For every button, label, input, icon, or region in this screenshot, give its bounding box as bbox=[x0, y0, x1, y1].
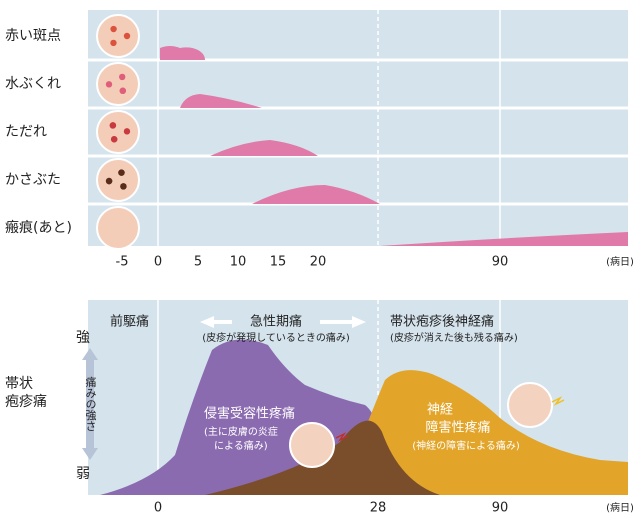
skin-spot bbox=[118, 169, 125, 176]
skin-spot bbox=[110, 39, 117, 47]
skin-spot bbox=[119, 87, 126, 95]
x-unit: (病日) bbox=[606, 255, 634, 268]
skin-spot bbox=[109, 122, 117, 129]
row-label: かさぶた bbox=[5, 172, 61, 188]
axis-label: 痛みの強さ bbox=[84, 375, 97, 431]
x-tick-label: 0 bbox=[154, 255, 162, 270]
row-label: 赤い斑点 bbox=[5, 28, 61, 44]
skin-icon bbox=[289, 422, 335, 468]
neuropathic-note: (神経の障害による痛み) bbox=[412, 439, 520, 452]
skin-icon bbox=[96, 110, 140, 154]
skin-icon bbox=[96, 158, 140, 202]
phase-note: (皮疹が発現しているときの痛み) bbox=[202, 331, 350, 344]
weak-label: 弱 bbox=[76, 466, 90, 482]
skin-spot bbox=[110, 25, 117, 33]
skin-spot bbox=[123, 32, 131, 40]
phase-shape bbox=[180, 94, 262, 108]
neuropathic-title: 神経 bbox=[427, 403, 453, 418]
phase-shape bbox=[210, 140, 318, 156]
skin-icon bbox=[96, 62, 140, 106]
x-tick-label: 28 bbox=[370, 501, 387, 516]
side-label: 疱疹痛 bbox=[5, 393, 47, 410]
side-label: 帯状 bbox=[5, 376, 33, 392]
skin-spot bbox=[123, 128, 131, 135]
x-tick-label: 90 bbox=[492, 255, 509, 270]
skin-spot bbox=[105, 81, 113, 88]
skin-icon bbox=[96, 14, 140, 58]
x-tick-label: 90 bbox=[492, 501, 509, 516]
x-tick-label: 10 bbox=[230, 255, 247, 270]
skin-spot bbox=[105, 177, 113, 185]
skin-icon bbox=[96, 206, 140, 250]
pain-spark bbox=[335, 432, 349, 442]
x-tick-label: 20 bbox=[310, 255, 327, 270]
panel-bg bbox=[88, 10, 628, 246]
row-label: 瘢痕(あと) bbox=[5, 219, 72, 236]
neuropathic-area bbox=[340, 370, 628, 495]
pain-spark bbox=[551, 396, 565, 406]
phase-title: 帯状疱疹後神経痛 bbox=[390, 314, 494, 330]
phase-title: 前駆痛 bbox=[110, 314, 149, 330]
arrow bbox=[320, 316, 366, 328]
x-tick-label: 0 bbox=[154, 501, 162, 516]
neuropathic-title: 障害性疼痛 bbox=[425, 420, 490, 436]
x-unit: (病日) bbox=[606, 501, 634, 514]
arrow bbox=[200, 316, 232, 328]
nociceptive-title: 侵害受容性疼痛 bbox=[204, 406, 295, 422]
x-tick-label: 15 bbox=[270, 255, 287, 270]
phase-title: 急性期痛 bbox=[250, 314, 302, 330]
phase-shape bbox=[380, 232, 628, 246]
strong-label: 強 bbox=[76, 330, 90, 346]
bottom-panel bbox=[82, 300, 628, 495]
skin-spot bbox=[119, 73, 126, 81]
skin-icon bbox=[507, 382, 553, 428]
x-tick-label: 5 bbox=[194, 255, 202, 270]
phase-shape bbox=[252, 185, 380, 204]
phase-note: (皮疹が消えた後も残る痛み) bbox=[390, 331, 518, 344]
top-panel bbox=[88, 10, 628, 246]
strength-arrow bbox=[82, 348, 98, 460]
skin-spot bbox=[110, 136, 118, 143]
row-label: ただれ bbox=[5, 124, 47, 140]
nociceptive-note: による痛み) bbox=[214, 439, 268, 452]
x-tick-label: -5 bbox=[116, 255, 129, 270]
skin-spot bbox=[120, 183, 127, 190]
phase-shape bbox=[160, 46, 205, 60]
row-label: 水ぶくれ bbox=[5, 76, 61, 92]
nociceptive-note: (主に皮膚の炎症 bbox=[204, 425, 278, 438]
